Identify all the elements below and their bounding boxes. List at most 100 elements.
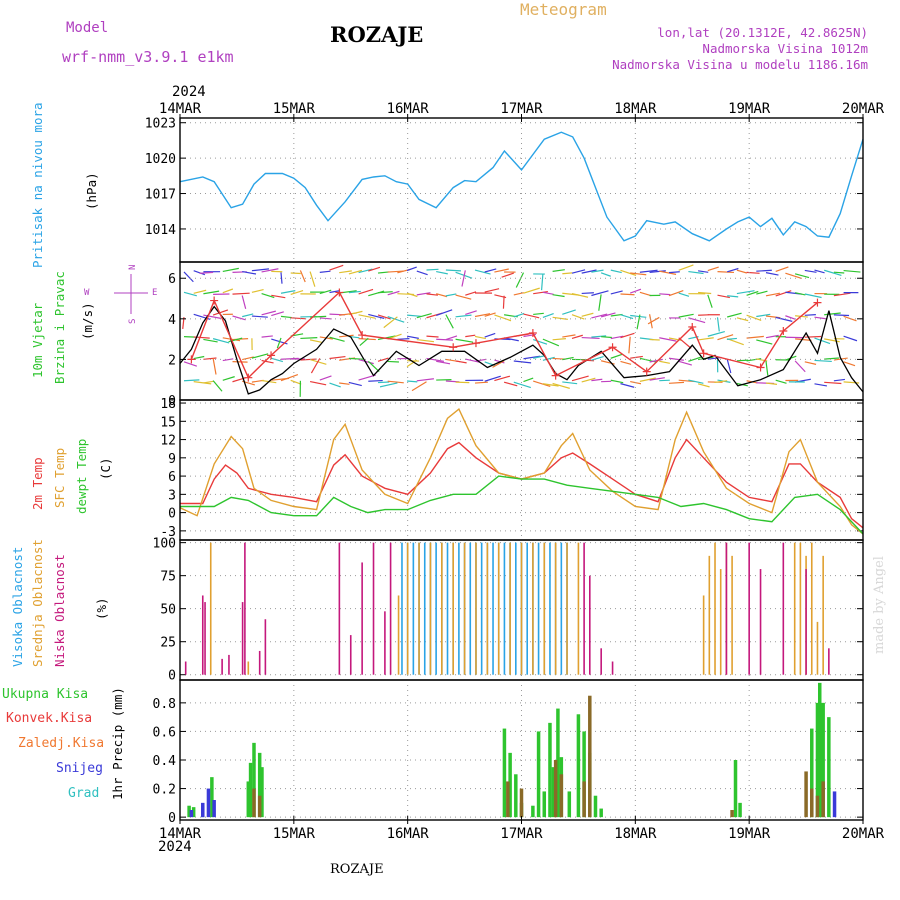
wind-arrow [649,270,666,273]
wind-arrow [833,271,845,274]
wind-arrow [212,380,223,392]
wind-arrow [329,264,344,271]
y-tick-label: 0 [168,507,176,522]
wind-arrow [533,338,548,345]
wind-arrow [629,288,642,294]
wind-arrow [406,335,419,339]
wind-arrow [242,313,254,318]
y-tick-label: 0.4 [153,754,177,769]
wind-arrow [290,289,304,296]
x-tick-label-top: 16MAR [387,101,430,117]
wind-arrow [319,270,331,273]
bar-konvek-kisa [506,781,510,818]
wind-arrow [639,291,652,297]
wind-arrow [571,375,589,382]
wind-arrow [678,337,692,349]
wind-arrow [368,379,383,382]
wind-arrow [445,269,461,272]
bar-niska-oblacnost [384,611,386,675]
wind-arrow [455,360,467,364]
wind-arrow [416,313,432,319]
bar-srednja-oblacnost [793,542,796,675]
wind-compass: N S W E [84,262,160,324]
wind-arrow [688,379,704,384]
gust-point [187,355,196,364]
bar-srednja-oblacnost [418,542,420,675]
bar-srednja-oblacnost [247,661,250,675]
year-top: 2024 [172,84,206,100]
bar-niska-oblacnost [184,661,187,675]
wind-arrow [193,381,212,385]
bar-ukupna-kisa [508,752,512,818]
bar-ukupna-kisa [599,808,603,818]
wind-arrow [387,380,404,384]
wind-arrow [775,290,792,297]
wind-arrow [533,355,545,359]
wind-arrow [707,294,713,308]
bar-srednja-oblacnost [486,542,489,675]
wind-arrow [445,293,457,297]
bar-niska-oblacnost [389,542,392,675]
wind-arrow [513,312,525,318]
bar-visoka-oblacnost [423,542,426,675]
bar-niska-oblacnost [201,595,204,675]
wind-arrow [455,294,472,300]
wind-arrow [300,337,318,340]
bar-srednja-oblacnost [209,542,212,675]
y-tick-label: 25 [160,636,176,651]
wind-arrow [707,266,719,272]
series-line-mean [179,305,864,395]
bar-visoka-oblacnost [435,542,437,675]
wind-arrow [775,266,789,272]
bar-srednja-oblacnost [497,542,500,675]
compass-west: W [84,288,90,298]
y-tick-label: 2 [168,353,176,368]
wind-arrow [601,336,612,339]
wind-arrow [339,382,350,385]
wind-arrow [280,290,296,294]
bar-niska-oblacnost [600,648,602,675]
wind-arrow [794,273,810,279]
y-tick-label: 12 [160,434,176,449]
y-tick-label: 0.2 [153,783,176,798]
bar-srednja-oblacnost [543,542,546,675]
wind-arrow [610,353,623,359]
x-tick-label-top: 20MAR [842,101,885,117]
wind-arrow [251,353,269,359]
wind-arrow [794,292,806,296]
bar-visoka-oblacnost [446,542,449,675]
wind-arrow [271,311,284,317]
wind-arrow [804,314,816,316]
wind-arrow [397,338,410,340]
bar-ukupna-kisa [821,702,825,818]
wind-arrow [232,292,250,295]
bar-srednja-oblacnost [532,542,534,675]
bar-niska-oblacnost [244,542,246,675]
x-tick-label-bottom: 16MAR [387,826,430,842]
wind-arrow [515,272,525,288]
bar-ukupna-kisa [556,708,560,818]
wind-arrow [183,271,194,283]
wind-arrow [824,269,842,277]
wind-arrow [492,360,505,368]
wind-arrow [552,269,565,272]
wind-arrow [379,382,398,388]
wind-arrow [571,293,589,298]
gust-point [779,327,788,335]
wind-arrow [717,294,730,299]
bar-konvek-kisa [804,771,808,818]
wind-arrow [542,312,554,318]
wind-arrow [474,313,491,318]
x-tick-label-top: 14MAR [159,101,202,117]
y-tick-label: 0.6 [153,725,176,740]
wind-arrow [698,270,709,273]
bar-ukupna-kisa [536,731,541,818]
wind-arrow [542,356,555,361]
wind-arrow [319,289,332,295]
wind-arrow [416,270,428,276]
wind-arrow [406,266,417,272]
bar-snijeg [206,788,211,818]
wind-arrow [620,269,637,276]
bar-visoka-oblacnost [412,542,415,675]
wind-arrow [484,375,501,382]
